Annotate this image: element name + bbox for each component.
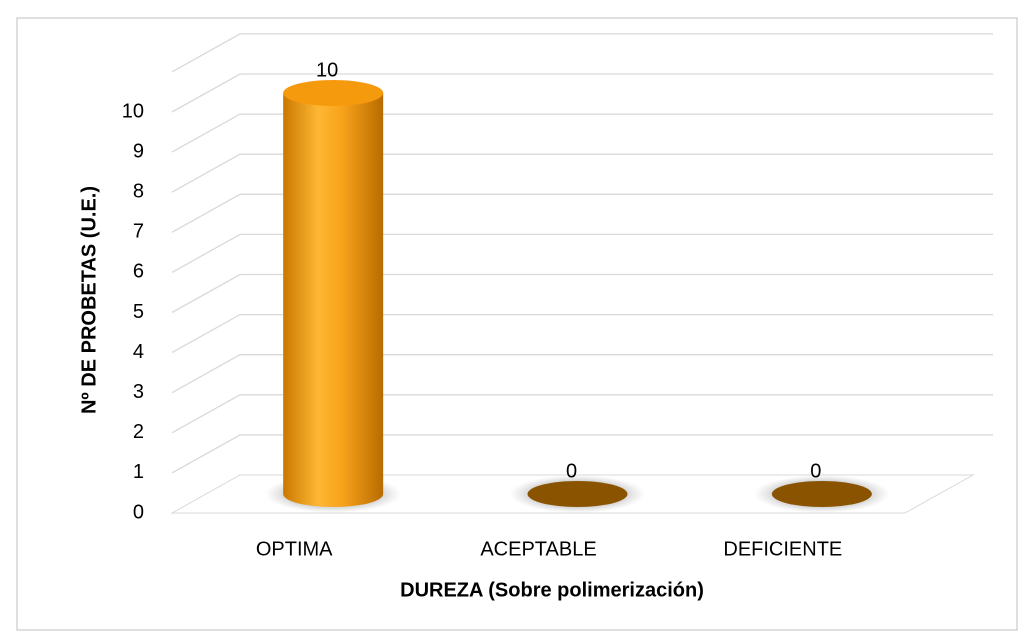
bar-body xyxy=(283,93,384,507)
grid-line xyxy=(171,354,993,394)
y-axis-title: Nº DE PROBETAS (U.E.) xyxy=(78,186,100,414)
grid-line xyxy=(171,113,993,153)
bar xyxy=(283,80,384,507)
y-tick-label: 7 xyxy=(133,221,144,243)
grid-line xyxy=(171,233,993,273)
x-tick-label: DEFICIENTE xyxy=(723,538,842,560)
y-tick-label: 1 xyxy=(133,461,144,483)
chart-frame xyxy=(16,17,1018,631)
y-tick-label: 3 xyxy=(133,381,144,403)
bar xyxy=(771,481,872,507)
y-tick-label: 8 xyxy=(133,180,144,202)
data-label: 10 xyxy=(316,59,338,81)
grid-line xyxy=(171,273,993,314)
y-tick-label: 2 xyxy=(133,421,144,443)
bar-top xyxy=(527,481,628,507)
grid-line xyxy=(171,394,993,434)
grid-line xyxy=(171,153,993,193)
y-tick-label: 6 xyxy=(133,261,144,283)
bar-top xyxy=(283,80,384,106)
x-tick-label: OPTIMA xyxy=(256,538,333,560)
data-label: 0 xyxy=(566,460,577,482)
y-tick-label: 9 xyxy=(133,140,144,162)
grid-line xyxy=(171,313,993,354)
bar xyxy=(527,481,628,507)
y-tick-label: 0 xyxy=(133,501,144,523)
grid-line xyxy=(171,193,993,233)
x-tick-label: ACEPTABLE xyxy=(480,538,596,560)
y-tick-label: 5 xyxy=(133,301,144,323)
x-axis-title: DUREZA (Sobre polimerización) xyxy=(400,579,704,601)
y-tick-label: 10 xyxy=(122,100,144,122)
bar-top xyxy=(771,481,872,507)
data-label: 0 xyxy=(810,460,821,482)
grid-line xyxy=(171,33,993,73)
grid-line xyxy=(171,73,993,113)
y-tick-label: 4 xyxy=(133,341,144,363)
grid-line xyxy=(171,434,993,474)
